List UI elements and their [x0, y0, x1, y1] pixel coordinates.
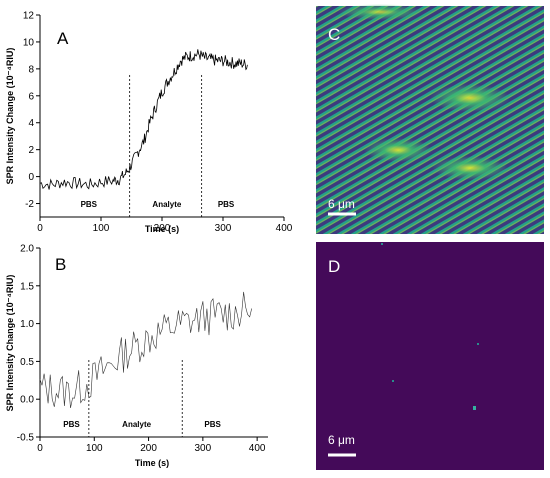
panel-d-scalebar-label: 6 μm [328, 433, 355, 447]
panel-a-y-tick-label: 8 [28, 64, 34, 75]
panel-c-letter: C [328, 25, 340, 44]
panel-b-x-tick-label: 100 [86, 443, 103, 454]
panel-b-region-label: PBS [63, 420, 80, 429]
panel-b-x-tick-label: 300 [195, 443, 212, 454]
panel-b-x-label: Time (s) [135, 458, 169, 468]
panel-c-hotspot [430, 84, 510, 112]
panel-a-x-label: Time (s) [145, 224, 179, 234]
panel-b-x-tick-label: 200 [140, 443, 157, 454]
panel-a-y-tick-label: 2 [28, 145, 34, 156]
panel-b-letter: B [55, 255, 66, 274]
chart-panel-b: B 0 100 200 300 400 -0.5 0.0 0.5 1.0 1.5 2.0 PBS A… [5, 244, 268, 468]
image-panel-c: C 6 μm [316, 4, 544, 234]
panel-c-hotspot [432, 156, 508, 180]
panel-b-y-tick-label: 0.5 [20, 357, 34, 368]
panel-b-dividers [88, 360, 183, 437]
panel-b-y-tick-label: 1.5 [20, 281, 34, 292]
panel-a-dividers [129, 75, 203, 217]
panel-c-hotspot [364, 138, 432, 162]
panel-b-x-tick-label: 400 [249, 443, 266, 454]
panel-b-series-line [39, 291, 252, 409]
panel-a-y-label: SPR Intensity Change (10⁻⁴RIU) [5, 48, 15, 185]
panel-a-series-line [39, 49, 248, 190]
panel-a-x-tick-label: 400 [276, 223, 293, 234]
panel-a-y-ticks: -2 0 2 4 6 8 10 12 [23, 11, 40, 210]
panel-a-y-tick-label: -2 [25, 199, 34, 210]
panel-b-y-tick-label: 1.0 [20, 319, 34, 330]
panel-b-x-tick-label: 0 [37, 443, 43, 454]
panel-c-scalebar-label: 6 μm [328, 197, 355, 211]
panel-d-speck [381, 243, 383, 245]
panel-a-letter: A [57, 29, 69, 48]
panel-b-y-tick-label: 2.0 [20, 244, 34, 255]
panel-b-y-ticks: -0.5 0.0 0.5 1.0 1.5 2.0 [17, 244, 40, 444]
panel-a-region-labels: PBS Analyte PBS [81, 200, 235, 209]
panel-a-x-tick-label: 100 [93, 223, 110, 234]
image-panel-d: D 6 μm [316, 242, 544, 470]
panel-c-hotspot [338, 4, 422, 20]
panel-a-x-tick-label: 200 [154, 223, 171, 234]
panel-b-y-label: SPR Intensity Change (10⁻⁴RIU) [5, 275, 15, 412]
panel-d-image [316, 242, 544, 470]
panel-a-x-tick-label: 0 [37, 223, 43, 234]
panel-b-region-label: Analyte [122, 420, 151, 429]
panel-a-y-tick-label: 12 [23, 11, 35, 22]
panel-a-region-label: PBS [81, 200, 98, 209]
panel-b-y-tick-label: -0.5 [17, 433, 35, 444]
panel-b-y-tick-label: 0.0 [20, 395, 34, 406]
panel-a-region-label: Analyte [152, 200, 181, 209]
panel-d-speck [477, 343, 479, 345]
panel-a-x-tick-label: 300 [215, 223, 232, 234]
panel-a-region-label: PBS [218, 200, 235, 209]
panel-a-y-tick-label: 4 [28, 118, 34, 129]
panel-d-speck [473, 406, 476, 410]
panel-d-letter: D [328, 257, 340, 276]
panel-b-region-label: PBS [204, 420, 221, 429]
panel-a-y-tick-label: 10 [23, 37, 35, 48]
panel-a-y-tick-label: 6 [28, 91, 34, 102]
panel-b-x-ticks: 0 100 200 300 400 [37, 437, 266, 454]
panel-b-region-labels: PBS Analyte PBS [63, 420, 221, 429]
panel-c-image [316, 6, 544, 234]
panel-a-y-tick-label: 0 [28, 172, 34, 183]
panel-d-speck [392, 380, 394, 382]
panel-a-x-ticks: 0 100 200 300 400 [37, 217, 293, 234]
